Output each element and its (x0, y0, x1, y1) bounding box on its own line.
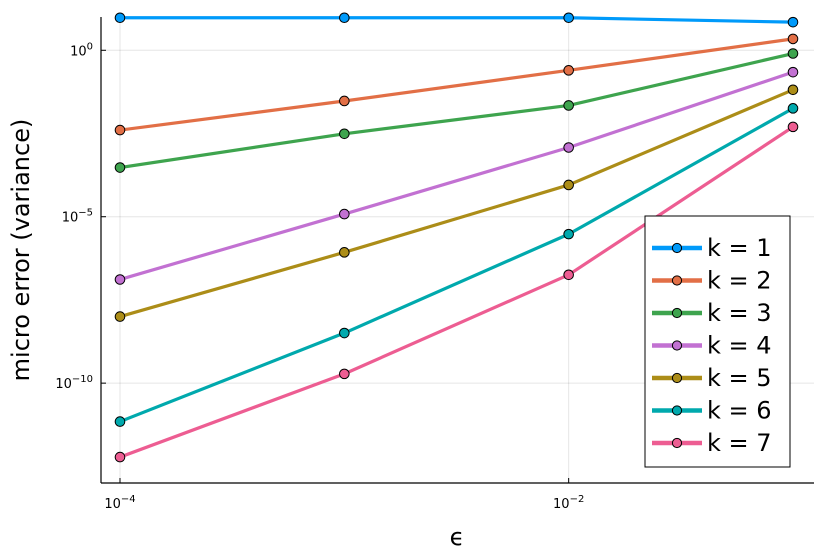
legend-swatch-marker (671, 307, 683, 319)
legend-item: k = 7 (652, 429, 772, 457)
data-point (339, 368, 350, 380)
data-point (563, 65, 574, 76)
data-point (563, 228, 574, 240)
series-line (119, 106, 794, 424)
data-point (114, 274, 126, 285)
data-point (787, 84, 799, 96)
data-point (114, 162, 126, 173)
legend-swatch-marker (671, 242, 683, 254)
x-tick-label: 10−4 (104, 494, 135, 512)
legend-label: k = 6 (707, 397, 772, 425)
tick-labels: 10−4 10−2 100 10−5 10−10 (55, 41, 584, 512)
data-point (339, 247, 350, 258)
data-point (114, 451, 126, 463)
y-axis-title: micro error (variance) (7, 119, 35, 382)
series-6 (114, 103, 799, 427)
legend-swatch-marker (671, 340, 683, 351)
legend-item: k = 2 (652, 267, 772, 295)
legend-label: k = 2 (707, 267, 772, 295)
series-3 (114, 48, 799, 173)
tick-marks (101, 49, 570, 483)
data-point (787, 48, 799, 59)
data-point (339, 208, 350, 220)
series-4 (114, 66, 799, 285)
axes-frame (100, 17, 814, 484)
data-point (563, 142, 574, 153)
data-point (114, 124, 126, 136)
data-point (787, 121, 799, 133)
legend-label: k = 3 (707, 299, 772, 327)
data-series (114, 12, 799, 463)
legend-label: k = 1 (707, 234, 772, 262)
series-line (119, 88, 794, 319)
data-point (563, 12, 574, 24)
series-line (119, 70, 794, 282)
series-7 (114, 121, 799, 463)
y-tick-label: 100 (70, 41, 93, 59)
series-line (119, 51, 794, 170)
legend-swatch-marker (671, 437, 683, 449)
legend-label: k = 5 (707, 364, 772, 392)
data-point (787, 66, 799, 78)
data-point (339, 128, 350, 140)
data-point (787, 16, 799, 28)
data-point (114, 12, 126, 24)
data-point (339, 327, 350, 339)
legend-swatch-marker (671, 275, 683, 286)
data-point (787, 33, 799, 45)
data-point (787, 103, 799, 114)
data-point (563, 100, 574, 111)
series-5 (114, 84, 799, 322)
legend-box (644, 215, 791, 468)
series-2 (114, 33, 799, 136)
series-1 (114, 12, 799, 28)
data-point (114, 311, 126, 322)
legend-item: k = 5 (652, 364, 772, 392)
legend-label: k = 4 (707, 332, 772, 360)
y-tick-label: 10−5 (62, 208, 93, 226)
data-point (339, 12, 350, 24)
data-point (563, 269, 574, 281)
series-line (119, 37, 794, 132)
series-line (120, 16, 794, 24)
legend-item: k = 4 (652, 332, 772, 360)
legend-item: k = 3 (652, 299, 772, 327)
legend-swatch-marker (671, 405, 683, 416)
data-point (114, 416, 126, 427)
legend-item: k = 6 (652, 397, 772, 425)
legend-item: k = 1 (652, 234, 772, 262)
legend-swatch-marker (671, 372, 683, 384)
x-tick-label: 10−2 (553, 494, 584, 512)
data-point (339, 95, 350, 107)
y-tick-label: 10−10 (55, 374, 93, 392)
legend-label: k = 7 (707, 429, 772, 457)
data-point (563, 179, 574, 191)
legend: k = 1 k = 2 k = 3 k = 4 k = 5 k = 6 k = 7 (644, 215, 791, 468)
series-line (119, 125, 794, 459)
x-axis-title: ϵ (450, 523, 465, 551)
